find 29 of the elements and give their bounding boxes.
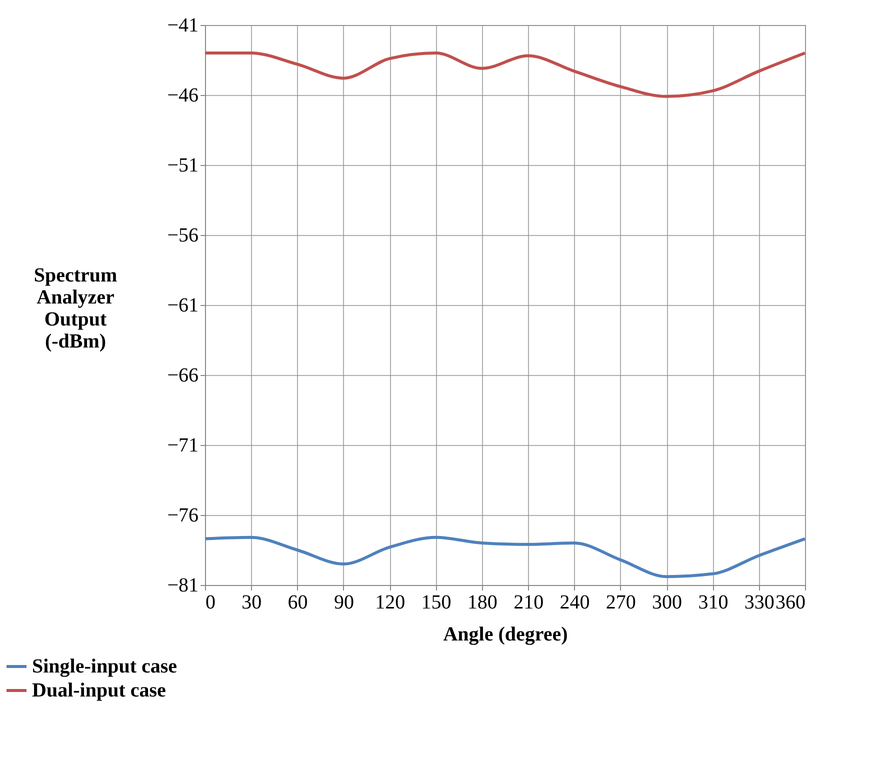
x-tick-label: 0	[206, 592, 216, 614]
x-tick-label: 180	[467, 592, 498, 614]
y-tick-label: −51	[167, 154, 198, 176]
y-tick-label: −76	[167, 504, 198, 526]
x-tick-label: 150	[421, 592, 452, 614]
x-tick-label: 240	[560, 592, 590, 614]
x-tick-label: 330	[744, 592, 774, 614]
x-tick-label: 310	[698, 592, 728, 614]
x-tick-label: 210	[514, 592, 544, 614]
y-tick-label: −81	[167, 574, 198, 596]
x-tick-label: 360	[776, 592, 806, 614]
x-axis-title: Angle (degree)	[443, 624, 568, 646]
line-series	[204, 52, 806, 98]
y-tick-label: −41	[167, 14, 198, 36]
x-tick-label: 90	[334, 592, 354, 614]
legend-label: Single-input case	[32, 656, 178, 678]
y-axis-title: Spectrum Analyzer Output (-dBm)	[34, 264, 118, 352]
line-series	[204, 536, 806, 578]
x-tick-label: 300	[652, 592, 682, 614]
y-tick-label: −71	[167, 434, 198, 456]
x-tick-label: 30	[242, 592, 262, 614]
legend-label: Dual-input case	[32, 680, 166, 702]
y-tick-label: −56	[167, 224, 198, 246]
y-tick-label: −61	[167, 294, 198, 316]
x-tick-label: 60	[288, 592, 308, 614]
x-tick-label: 270	[606, 592, 636, 614]
y-tick-label: −46	[167, 84, 198, 106]
x-tick-label: 120	[375, 592, 406, 614]
y-tick-label: −66	[167, 364, 198, 386]
